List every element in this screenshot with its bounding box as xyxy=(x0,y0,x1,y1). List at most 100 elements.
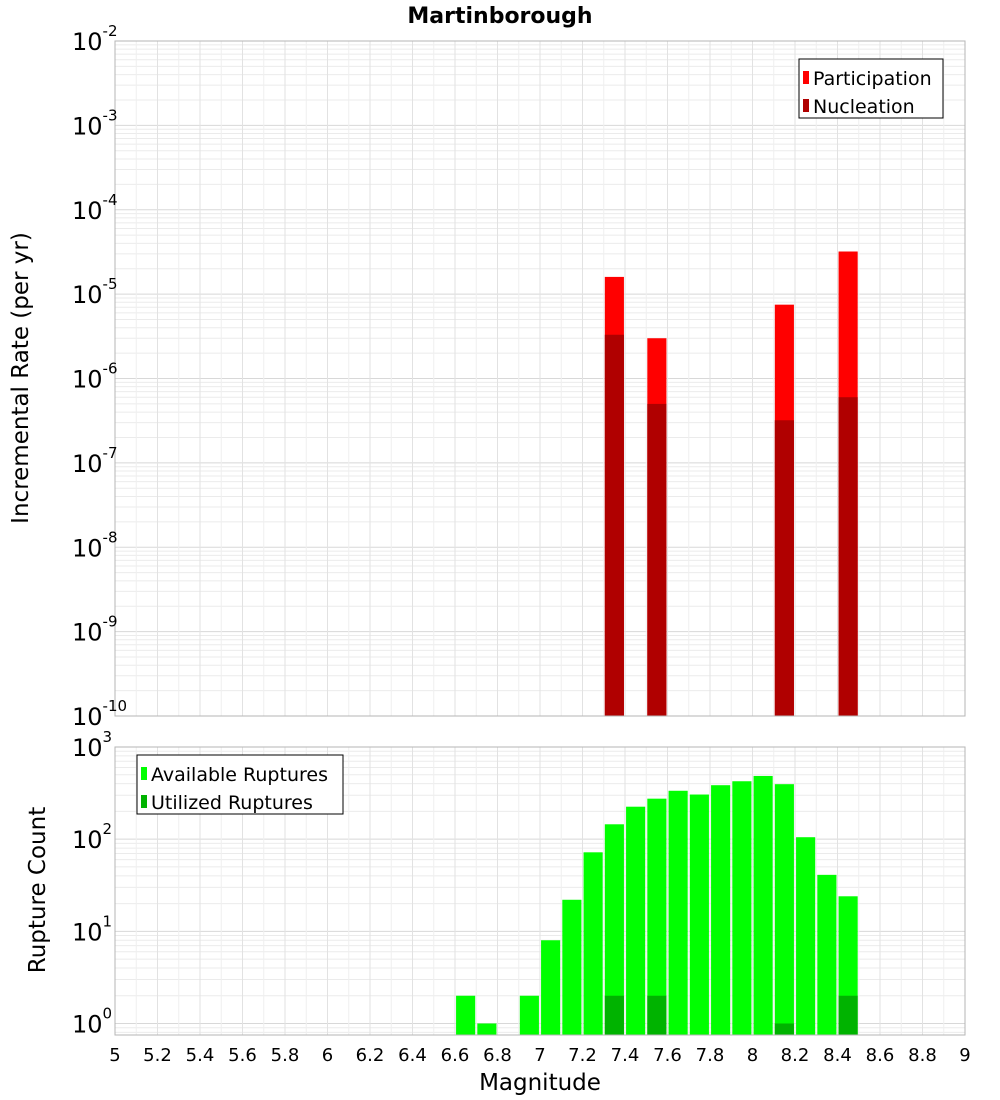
top-y-axis-label: Incremental Rate (per yr) xyxy=(8,232,34,524)
y-tick-exponent: 2 xyxy=(103,820,113,838)
x-tick-label: 5.4 xyxy=(186,1045,215,1066)
x-tick-label: 8.4 xyxy=(823,1045,852,1066)
y-tick-exponent: 3 xyxy=(103,728,113,746)
x-tick-label: 8.8 xyxy=(908,1045,937,1066)
x-tick-label: 6 xyxy=(322,1045,333,1066)
legend-label: Utilized Ruptures xyxy=(151,792,313,814)
bar-nucleation xyxy=(604,334,624,716)
x-tick-label: 5 xyxy=(109,1045,120,1066)
y-tick-label: 10-4 xyxy=(72,191,118,225)
bar-available-ruptures xyxy=(456,995,476,1035)
x-tick-label: 7.4 xyxy=(611,1045,640,1066)
y-tick-label: 102 xyxy=(72,820,112,854)
legend-swatch xyxy=(803,99,809,112)
bar-utilized-ruptures xyxy=(774,1023,794,1035)
legend-label: Participation xyxy=(813,68,932,90)
bar-nucleation xyxy=(774,420,794,716)
bar-utilized-ruptures xyxy=(604,995,624,1035)
y-tick-base: 10 xyxy=(72,619,103,647)
y-tick-base: 10 xyxy=(72,281,103,309)
bar-available-ruptures xyxy=(519,995,539,1035)
bar-utilized-ruptures xyxy=(647,995,667,1035)
x-tick-label: 6.2 xyxy=(356,1045,385,1066)
plot-frame xyxy=(114,746,966,1036)
x-tick-label: 7.8 xyxy=(696,1045,725,1066)
bar-available-ruptures xyxy=(817,874,837,1035)
chart-title: Martinborough xyxy=(407,4,592,29)
bar-available-ruptures xyxy=(647,798,667,1035)
y-tick-exponent: -7 xyxy=(103,444,118,462)
y-tick-base: 10 xyxy=(72,450,103,478)
x-tick-label: 8.2 xyxy=(781,1045,810,1066)
y-tick-exponent: -4 xyxy=(103,191,118,209)
x-tick-label: 7.2 xyxy=(568,1045,597,1066)
x-axis-label: Magnitude xyxy=(479,1070,601,1096)
bar-available-ruptures xyxy=(732,781,752,1035)
y-tick-label: 10-9 xyxy=(72,613,118,647)
y-tick-label: 103 xyxy=(72,728,112,762)
bar-nucleation xyxy=(838,397,858,716)
legend-label: Nucleation xyxy=(813,96,915,118)
y-tick-base: 10 xyxy=(72,734,103,762)
bar-available-ruptures xyxy=(796,837,816,1035)
y-tick-base: 10 xyxy=(72,112,103,140)
y-tick-base: 10 xyxy=(72,1010,103,1038)
x-tick-label: 9 xyxy=(959,1045,970,1066)
bar-available-ruptures xyxy=(562,899,582,1035)
x-tick-label: 7 xyxy=(534,1045,545,1066)
bar-available-ruptures xyxy=(711,785,731,1035)
y-tick-exponent: 1 xyxy=(103,912,113,930)
legend-box xyxy=(798,58,944,119)
bar-available-ruptures xyxy=(541,940,561,1035)
y-tick-label: 10-7 xyxy=(72,444,118,478)
y-tick-base: 10 xyxy=(72,918,103,946)
bar-available-ruptures xyxy=(753,775,773,1035)
x-tick-label: 8 xyxy=(747,1045,758,1066)
y-tick-label: 100 xyxy=(72,1004,112,1038)
x-tick-label: 6.6 xyxy=(441,1045,470,1066)
x-tick-label: 7.6 xyxy=(653,1045,682,1066)
bar-available-ruptures xyxy=(583,852,603,1035)
y-tick-label: 10-5 xyxy=(72,275,118,309)
y-tick-label: 10-8 xyxy=(72,528,118,562)
rate-panel: 10-1010-910-810-710-610-510-410-310-2Par… xyxy=(72,22,966,731)
x-tick-label: 5.8 xyxy=(271,1045,300,1066)
bar-nucleation xyxy=(647,403,667,716)
bar-available-ruptures xyxy=(626,806,646,1035)
y-tick-base: 10 xyxy=(72,534,103,562)
legend-swatch xyxy=(141,795,147,808)
x-tick-label: 6.8 xyxy=(483,1045,512,1066)
y-tick-exponent: -3 xyxy=(103,106,118,124)
y-tick-exponent: -5 xyxy=(103,275,118,293)
bar-available-ruptures xyxy=(477,1023,497,1035)
plot-frame xyxy=(114,40,966,717)
bar-available-ruptures xyxy=(668,790,688,1035)
bar-available-ruptures xyxy=(604,824,624,1035)
legend-swatch xyxy=(803,71,809,84)
y-tick-exponent: -2 xyxy=(103,22,118,40)
y-tick-base: 10 xyxy=(72,197,103,225)
y-tick-exponent: -9 xyxy=(103,613,118,631)
y-tick-label: 10-6 xyxy=(72,360,118,394)
legend-label: Available Ruptures xyxy=(151,764,328,786)
bar-available-ruptures xyxy=(774,784,794,1035)
y-tick-exponent: -10 xyxy=(103,697,128,715)
y-tick-label: 10-10 xyxy=(72,697,127,731)
bar-utilized-ruptures xyxy=(838,995,858,1035)
y-tick-base: 10 xyxy=(72,826,103,854)
y-tick-base: 10 xyxy=(72,703,103,731)
y-tick-label: 10-3 xyxy=(72,106,118,140)
bar-available-ruptures xyxy=(689,794,709,1035)
y-tick-exponent: -8 xyxy=(103,528,118,546)
x-tick-label: 6.4 xyxy=(398,1045,427,1066)
bottom-y-axis-label: Rupture Count xyxy=(25,807,51,973)
x-tick-label: 5.6 xyxy=(228,1045,257,1066)
y-tick-label: 101 xyxy=(72,912,112,946)
y-tick-base: 10 xyxy=(72,28,103,56)
x-tick-label: 8.6 xyxy=(866,1045,895,1066)
y-tick-exponent: -6 xyxy=(103,360,118,378)
legend-swatch xyxy=(141,767,147,780)
y-tick-exponent: 0 xyxy=(103,1004,113,1022)
